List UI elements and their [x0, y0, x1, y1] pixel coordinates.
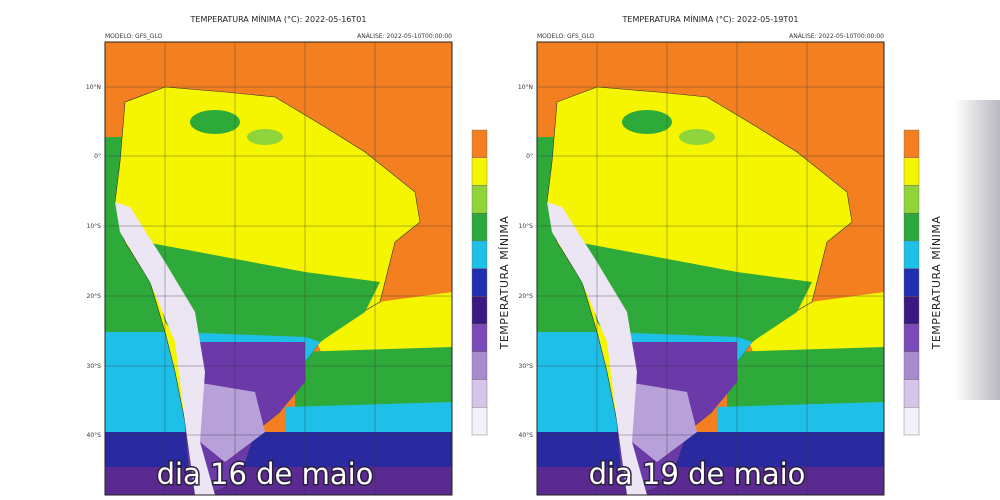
analysis-label: ANÁLISE: 2022-05-10T00:00:00	[357, 33, 452, 40]
latitude-label: 20°S	[519, 293, 534, 300]
model-label: MODELO: GFS_GLO	[105, 33, 163, 40]
colorbar-swatch	[903, 379, 920, 408]
latitude-label: 30°S	[87, 363, 102, 370]
colorbar-swatch	[471, 157, 488, 186]
latitude-label: 40°S	[519, 432, 534, 439]
latitude-label: 20°S	[87, 293, 102, 300]
latitude-label: 10°N	[518, 84, 533, 91]
colorbar-swatch	[471, 268, 488, 297]
colorbar-swatch	[471, 212, 488, 242]
latitude-label: 10°S	[87, 223, 102, 230]
colorbar-swatch	[471, 185, 488, 214]
map-title: TEMPERATURA MÍNIMA (°C): 2022-05-16T01	[190, 13, 367, 24]
colorbar-swatch	[471, 379, 488, 408]
latitude-label: 40°S	[87, 432, 102, 439]
latitude-label: 30°S	[519, 363, 534, 370]
colorbar-swatch	[471, 323, 488, 353]
latitude-label: 0°	[94, 153, 101, 160]
colorbar-swatch	[471, 129, 488, 158]
colorbar-swatch	[471, 407, 488, 436]
colorbar-swatch	[471, 296, 488, 325]
temperature-map	[104, 41, 453, 496]
latitude-label: 10°S	[519, 223, 534, 230]
map-title: TEMPERATURA MÍNIMA (°C): 2022-05-19T01	[622, 13, 799, 24]
colorbar-swatch	[903, 212, 920, 242]
model-label: MODELO: GFS_GLO	[537, 33, 595, 40]
colorbar-label: TEMPERATURA MÍNIMA	[930, 216, 943, 351]
blurred-edge	[955, 100, 1000, 400]
colorbar-swatch	[903, 240, 920, 269]
colorbar-swatch	[903, 268, 920, 297]
colorbar-label: TEMPERATURA MÍNIMA	[498, 216, 511, 351]
colorbar-swatch	[903, 129, 920, 158]
colorbar-swatch	[903, 351, 920, 380]
colorbar-swatch	[903, 407, 920, 436]
caption: dia 19 de maio	[589, 457, 806, 491]
caption: dia 16 de maio	[157, 457, 374, 491]
colorbar-swatch	[903, 185, 920, 214]
latitude-label: 10°N	[86, 84, 101, 91]
colorbar-swatch	[903, 323, 920, 353]
temperature-map	[536, 41, 885, 496]
colorbar-swatch	[471, 351, 488, 380]
analysis-label: ANÁLISE: 2022-05-10T00:00:00	[789, 33, 884, 40]
latitude-label: 0°	[526, 153, 533, 160]
colorbar-swatch	[903, 296, 920, 325]
colorbar-swatch	[903, 157, 920, 186]
colorbar-swatch	[471, 240, 488, 269]
